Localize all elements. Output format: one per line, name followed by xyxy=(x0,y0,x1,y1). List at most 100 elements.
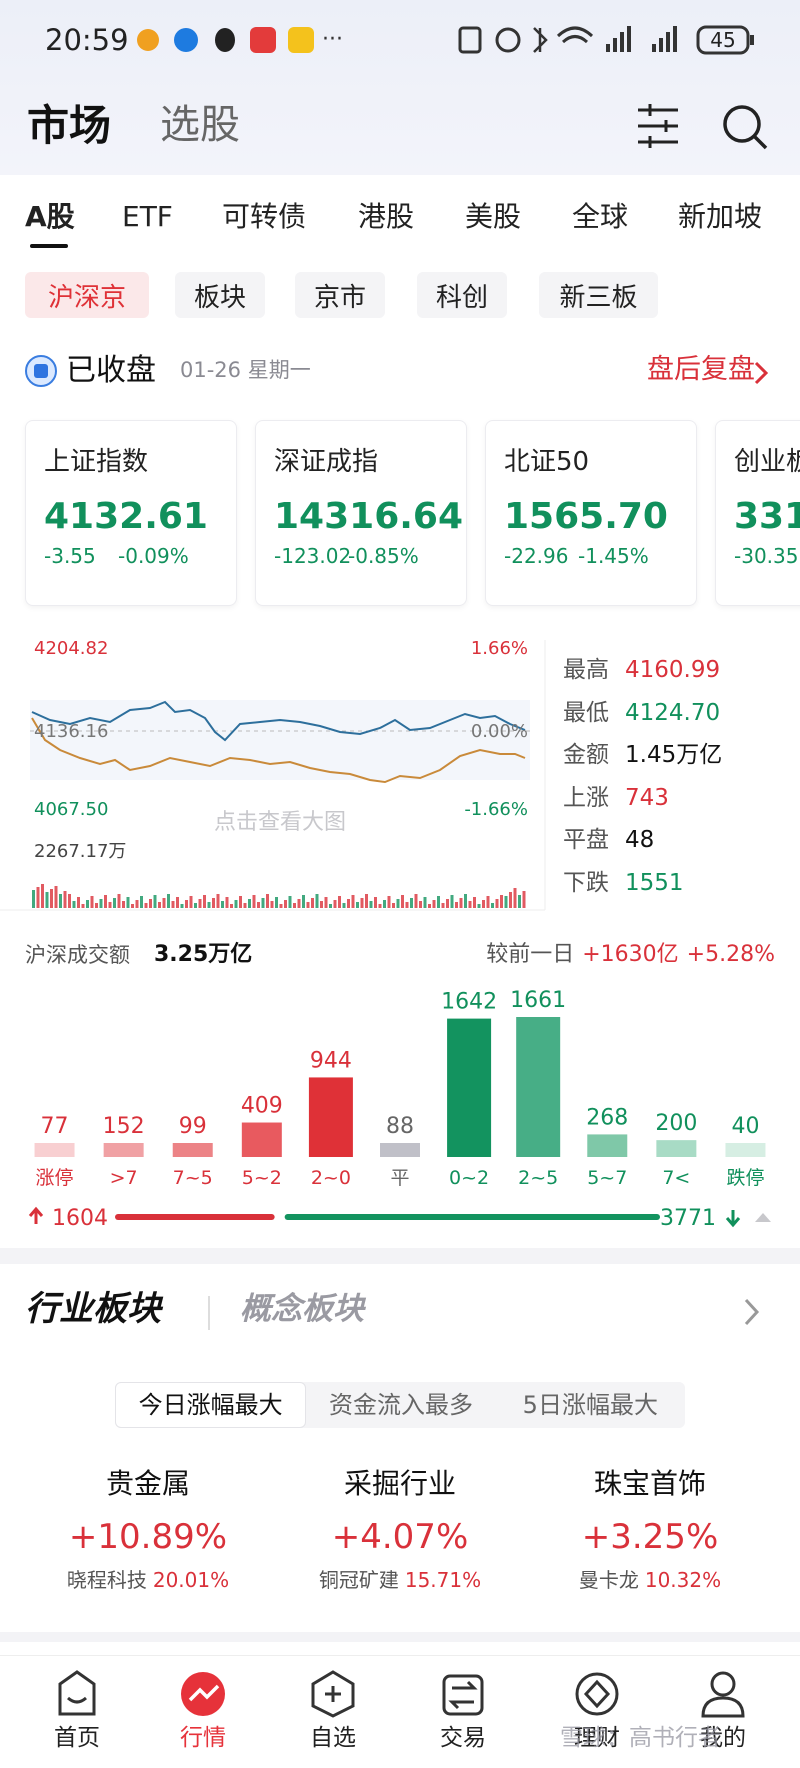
index-value: 4132.61 xyxy=(44,496,208,537)
nav-item[interactable]: 理财 xyxy=(574,1725,620,1751)
volume-bar-decor xyxy=(59,894,62,908)
sub-tab[interactable]: 新三板 xyxy=(539,272,658,318)
index-change: -30.35 xyxy=(734,544,799,568)
sector-tab[interactable]: 概念板块 xyxy=(240,1291,364,1327)
sub-tab[interactable]: 京市 xyxy=(295,272,385,318)
stat-label: 上涨 xyxy=(563,784,609,811)
volume-bar-decor xyxy=(63,891,67,908)
stat-label: 平盘 xyxy=(563,827,609,853)
separator xyxy=(0,1248,800,1264)
market-tab[interactable]: 新加坡 xyxy=(678,200,763,233)
leader-pct: 10.32% xyxy=(644,1568,722,1592)
sort-tab[interactable]: 今日涨幅最大 xyxy=(115,1382,307,1428)
volume-bar-decor xyxy=(189,896,193,908)
volume-bar-decor xyxy=(360,898,364,908)
header-tab[interactable]: 选股 xyxy=(160,102,240,148)
down-bar xyxy=(284,1214,660,1220)
volume-bar-decor xyxy=(378,904,382,908)
volume-bar-decor xyxy=(90,896,94,908)
sort-tab[interactable]: 资金流入最多 xyxy=(328,1391,473,1419)
market-tab[interactable]: A股 xyxy=(25,200,75,233)
volume-bar-decor xyxy=(459,898,463,908)
tab-indicator xyxy=(30,244,68,248)
volume-bar-decor xyxy=(513,888,517,908)
index-change: -3.55 xyxy=(44,544,96,568)
volume-bar-decor xyxy=(140,896,143,908)
leader-pct: 20.01% xyxy=(152,1568,230,1592)
volume-bar-decor xyxy=(225,897,229,908)
collapse-icon xyxy=(755,1213,771,1222)
intraday-chart[interactable]: 4204.82 1.66% 4136.16 0.00% 4067.50 -1.6… xyxy=(0,640,800,912)
index-card[interactable]: 深证成指 14316.64 -123.02 -0.85% xyxy=(255,420,467,606)
market-tab[interactable]: 美股 xyxy=(465,200,522,233)
volume-bar-decor xyxy=(432,900,436,908)
chevron[interactable] xyxy=(742,1296,762,1328)
market-tab[interactable]: 全球 xyxy=(572,200,629,233)
divider xyxy=(208,1296,210,1330)
status-time: 20:59 xyxy=(45,23,129,57)
watermark: 雪球：高书行者 xyxy=(560,1725,721,1751)
sub-tab[interactable]: 科创 xyxy=(417,272,507,318)
nav-item[interactable]: 行情 xyxy=(180,1725,226,1751)
volume-bar-decor xyxy=(365,894,368,908)
index-value: 331 xyxy=(734,496,800,537)
nav-item[interactable]: 交易 xyxy=(440,1725,486,1751)
volume-bar-decor xyxy=(338,896,341,908)
volume-bar-decor xyxy=(419,901,422,908)
volume-bar-decor xyxy=(243,903,247,908)
leader-pct: 15.71% xyxy=(404,1568,482,1592)
market-tab[interactable]: 可转债 xyxy=(222,200,307,233)
nav-item[interactable]: 首页 xyxy=(54,1725,100,1751)
bar-category: 平 xyxy=(390,1167,409,1189)
sector-leader: 曼卡龙 10.32% xyxy=(525,1570,775,1590)
sector-leader: 铜冠矿建 15.71% xyxy=(275,1570,525,1590)
leader-name: 曼卡龙 xyxy=(578,1568,639,1592)
market-tab[interactable]: 港股 xyxy=(358,200,415,233)
market-tab[interactable]: ETF xyxy=(122,200,173,233)
index-card[interactable]: 创业板 331 -30.35 xyxy=(715,420,800,606)
index-card[interactable]: 上证指数 4132.61 -3.55 -0.09% xyxy=(25,420,237,606)
volume-bar-decor xyxy=(450,895,454,908)
sort-tab[interactable]: 5日涨幅最大 xyxy=(522,1391,658,1419)
volume-bar-decor xyxy=(248,899,251,908)
nav-item[interactable]: 自选 xyxy=(310,1725,356,1751)
volume-bar-decor xyxy=(176,897,179,908)
volume-bar-decor xyxy=(396,899,400,908)
volume-bar-decor xyxy=(369,901,373,908)
index-card[interactable]: 北证50 1565.70 -22.96 -1.45% xyxy=(485,420,697,606)
sub-tab[interactable]: 沪深京 xyxy=(25,272,149,318)
bar-value: 268 xyxy=(586,1105,628,1130)
stat-value: 4160.99 xyxy=(625,657,721,683)
sector-tab[interactable]: 行业板块 xyxy=(25,1289,161,1329)
volume-bar-decor xyxy=(441,903,445,908)
volume-bar-decor xyxy=(95,903,98,908)
up-bar xyxy=(115,1214,275,1220)
chevron[interactable] xyxy=(752,360,772,386)
volume-bar-decor xyxy=(234,900,238,908)
bar-value: 152 xyxy=(103,1114,145,1139)
sector-item[interactable]: 采掘行业 +4.07% 铜冠矿建 15.71% xyxy=(275,1470,525,1600)
axis-label: 0.00% xyxy=(471,721,528,742)
bar-value: 77 xyxy=(41,1114,69,1139)
distribution-bar xyxy=(103,1143,144,1157)
sector-name: 贵金属 xyxy=(105,1467,190,1500)
sector-pct: +4.07% xyxy=(331,1517,469,1557)
volume-bar-decor xyxy=(297,899,301,908)
bar-value: 409 xyxy=(241,1094,283,1119)
bar-category: 7~5 xyxy=(173,1167,213,1189)
sub-tab[interactable]: 板块 xyxy=(175,272,265,318)
header-icons[interactable] xyxy=(630,100,780,154)
volume-bar-decor xyxy=(500,895,503,908)
volume-bars xyxy=(32,884,526,908)
nav-item[interactable]: 我的 xyxy=(700,1725,746,1751)
volume-bar-decor xyxy=(302,895,305,908)
volume-bar-decor xyxy=(81,904,85,908)
bar-category: 0~2 xyxy=(449,1167,489,1189)
volume-bar-decor xyxy=(270,901,274,908)
review-link[interactable]: 盘后复盘 xyxy=(647,354,755,385)
sector-item[interactable]: 珠宝首饰 +3.25% 曼卡龙 10.32% xyxy=(525,1470,775,1600)
volume-bar-decor xyxy=(288,896,292,908)
volume-bar-decor xyxy=(149,899,152,908)
sector-item[interactable]: 贵金属 +10.89% 晓程科技 20.01% xyxy=(23,1470,273,1600)
header-tab[interactable]: 市场 xyxy=(27,101,112,150)
